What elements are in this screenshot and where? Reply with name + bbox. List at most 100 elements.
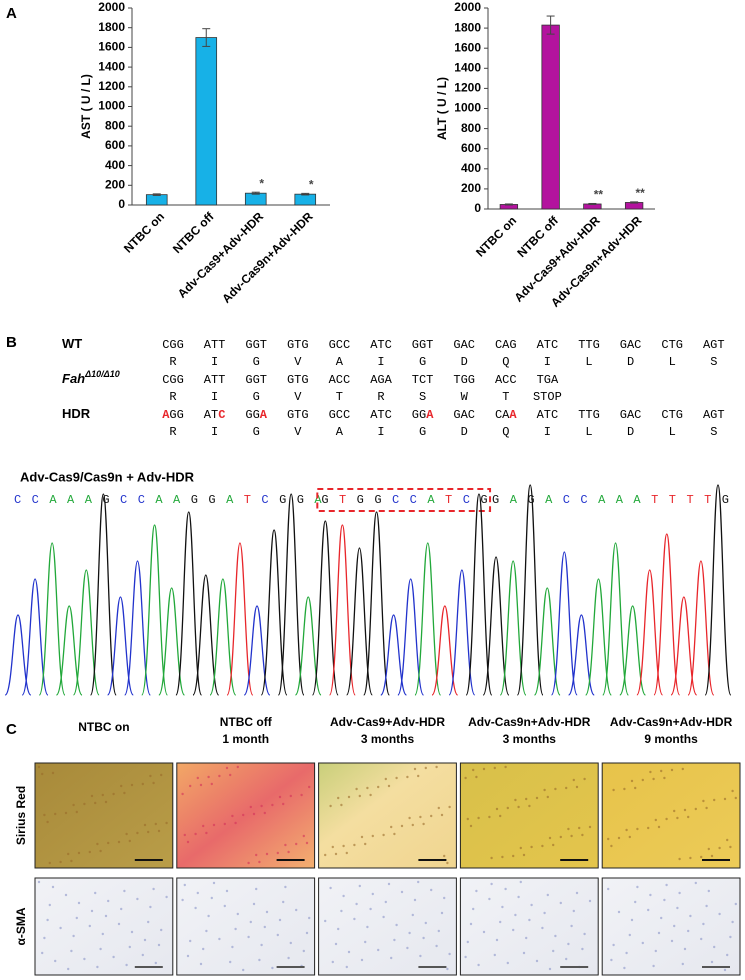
texture	[128, 945, 131, 949]
texture	[366, 925, 369, 929]
texture	[271, 966, 274, 970]
texture	[707, 889, 710, 893]
texture	[723, 797, 727, 801]
base: C	[14, 493, 32, 507]
texture	[572, 909, 575, 913]
base: C	[120, 493, 138, 507]
codon: ATC	[204, 408, 226, 422]
texture	[710, 854, 714, 858]
base: A	[173, 493, 191, 507]
texture	[51, 771, 55, 775]
texture	[229, 773, 232, 777]
texture	[46, 918, 49, 922]
texture	[654, 818, 657, 822]
texture	[408, 816, 411, 820]
texture	[112, 792, 115, 796]
trace-peak	[89, 493, 117, 696]
texture	[255, 853, 258, 857]
texture	[673, 924, 676, 928]
texture	[64, 811, 68, 815]
texture	[612, 788, 615, 792]
y-tick-label: 0	[118, 197, 125, 211]
texture	[83, 957, 86, 961]
texture	[202, 947, 205, 951]
error-bar	[202, 28, 211, 47]
texture	[630, 779, 634, 783]
texture	[300, 793, 303, 797]
trace-peak	[141, 524, 169, 696]
texture	[623, 787, 626, 791]
codon: ATT	[204, 338, 226, 352]
codon: TTG	[578, 338, 600, 352]
texture	[260, 804, 263, 808]
texture	[665, 817, 668, 821]
texture	[575, 891, 579, 895]
y-tick-label: 600	[105, 138, 125, 152]
texture	[554, 787, 557, 791]
texture	[263, 811, 266, 815]
x-tick-label: NTBC on	[473, 213, 519, 259]
texture	[96, 965, 99, 969]
texture	[77, 901, 81, 905]
trace-peak	[704, 484, 732, 696]
texture	[334, 852, 338, 856]
codon: GGA	[245, 408, 267, 422]
amino-acid: G	[419, 425, 426, 439]
texture	[189, 939, 192, 943]
texture	[149, 905, 152, 909]
texture	[493, 766, 496, 770]
trace-peak	[4, 614, 32, 696]
texture	[337, 796, 340, 800]
texture	[360, 835, 364, 839]
texture	[713, 945, 716, 949]
y-tick-label: 400	[105, 158, 125, 172]
texture	[196, 776, 199, 780]
texture	[59, 860, 62, 864]
amino-acid: L	[585, 355, 592, 369]
texture	[234, 927, 237, 931]
amino-acid: W	[461, 390, 469, 404]
texture	[384, 900, 387, 904]
texture	[583, 932, 586, 936]
trace-peak	[431, 605, 459, 696]
chromatogram-title: Adv-Cas9/Cas9n + Adv-HDR	[20, 469, 195, 484]
texture	[340, 803, 343, 807]
trace-peak	[260, 529, 288, 696]
codon: GGA	[412, 408, 434, 422]
texture	[729, 845, 732, 849]
texture	[607, 887, 610, 891]
texture	[263, 925, 266, 929]
base: G	[102, 493, 120, 507]
texture	[718, 846, 721, 850]
texture	[575, 785, 579, 789]
texture	[342, 844, 345, 848]
texture	[271, 803, 274, 807]
amino-acid: V	[294, 425, 302, 439]
texture	[578, 826, 581, 830]
texture	[670, 939, 674, 943]
trace-peak	[636, 569, 664, 696]
texture	[581, 833, 584, 837]
texture	[165, 895, 168, 899]
texture	[718, 912, 721, 916]
texture	[419, 954, 422, 958]
base: C	[563, 493, 581, 507]
texture	[265, 910, 269, 914]
base: C	[261, 493, 279, 507]
texture	[477, 963, 480, 967]
texture	[683, 947, 687, 951]
texture	[437, 806, 440, 810]
base: G	[492, 493, 510, 507]
texture	[99, 947, 102, 951]
texture	[417, 774, 420, 778]
texture	[96, 842, 99, 846]
row-label-text: HDR	[62, 406, 91, 421]
texture	[541, 926, 544, 930]
trace-peak	[72, 569, 100, 696]
codon: GAC	[620, 408, 642, 422]
texture	[181, 898, 184, 902]
column-header: 3 months	[361, 732, 415, 746]
texture	[610, 958, 613, 962]
texture	[308, 916, 311, 920]
codon: AGT	[703, 338, 725, 352]
